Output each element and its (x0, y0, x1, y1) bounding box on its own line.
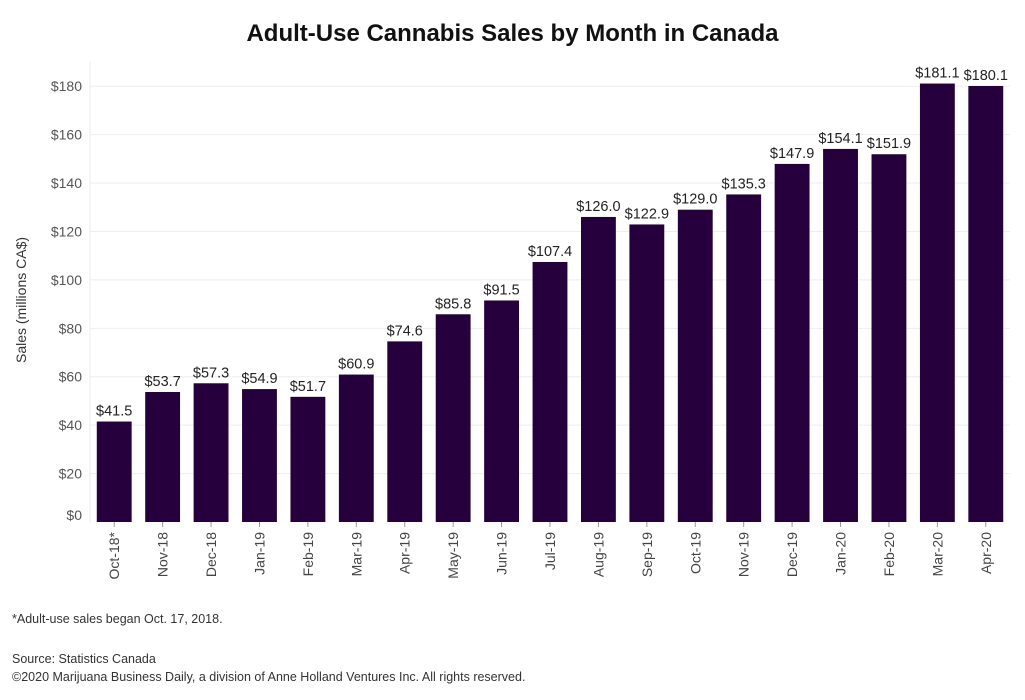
bar (435, 314, 471, 522)
bar (242, 389, 277, 522)
y-tick-label: $20 (59, 466, 83, 482)
x-tick-label: Feb-20 (881, 532, 897, 577)
bar (726, 194, 762, 522)
data-label: $54.9 (241, 371, 277, 387)
x-tick-label: Oct-19 (687, 532, 703, 574)
bar (290, 396, 326, 522)
x-tick-label: Mar-19 (348, 532, 364, 577)
data-label: $126.0 (576, 199, 620, 215)
bar (484, 300, 520, 522)
copyright-note: ©2020 Marijuana Business Daily, a divisi… (12, 670, 526, 684)
y-tick-label: $140 (51, 175, 82, 191)
data-label: $107.4 (528, 244, 572, 260)
bar (629, 224, 665, 522)
x-axis-ticks: Oct-18* Nov-18 Dec-18 Jan-19 Feb-19 Mar-19 Apr… (106, 522, 994, 579)
footnote: *Adult-use sales began Oct. 17, 2018. (12, 612, 223, 626)
data-label: $51.7 (290, 379, 326, 395)
x-tick-label: Jan-19 (251, 532, 267, 575)
x-tick-label: Aug-19 (590, 532, 606, 577)
y-tick-label: $180 (51, 78, 82, 94)
bar (919, 83, 955, 523)
x-tick-label: Jun-19 (494, 532, 510, 575)
y-tick-label: $100 (51, 272, 82, 288)
bar (774, 163, 810, 522)
x-tick-label: Nov-19 (736, 532, 752, 577)
bar (823, 148, 858, 523)
bar (968, 85, 1004, 523)
data-label: $147.9 (770, 146, 814, 162)
bar (338, 374, 374, 522)
chart-title: Adult-Use Cannabis Sales by Month in Can… (246, 20, 779, 47)
x-tick-label: Jan-20 (833, 532, 849, 575)
x-tick-label: Mar-20 (929, 532, 945, 577)
data-label: $57.3 (193, 365, 229, 381)
data-label: $122.9 (625, 206, 669, 222)
data-label: $91.5 (483, 282, 519, 298)
x-tick-label: Dec-18 (203, 532, 219, 577)
data-label: $129.0 (673, 192, 717, 208)
data-label: $181.1 (915, 66, 959, 82)
bar (677, 209, 713, 522)
data-label: $135.3 (722, 176, 766, 192)
y-tick-label: $80 (59, 320, 83, 336)
x-tick-label: Nov-18 (155, 532, 171, 577)
data-label: $85.8 (435, 296, 471, 312)
data-label: $74.6 (387, 323, 423, 339)
y-axis-label: Sales (millions CA$) (13, 237, 29, 363)
bar (387, 341, 423, 522)
bar (193, 383, 229, 522)
bar (145, 391, 181, 522)
x-tick-label: Sep-19 (639, 532, 655, 577)
source-note: Source: Statistics Canada (12, 652, 156, 666)
y-tick-label: $40 (59, 417, 83, 433)
x-tick-label: Apr-20 (978, 532, 994, 574)
x-tick-label: May-19 (445, 532, 461, 579)
bar (96, 421, 132, 522)
y-tick-label: $0 (66, 507, 82, 523)
y-tick-label: $60 (59, 369, 83, 385)
data-label: $154.1 (818, 131, 862, 147)
data-labels: $41.5 $53.7 $57.3 $54.9 $51.7 $60.9 $74.6 $85.8… (96, 66, 1008, 420)
data-label: $53.7 (144, 374, 180, 390)
data-label: $151.9 (867, 136, 911, 152)
bar (871, 154, 907, 522)
data-label: $41.5 (96, 404, 132, 420)
y-tick-label: $160 (51, 127, 82, 143)
data-label: $180.1 (964, 68, 1008, 84)
bar (580, 216, 616, 522)
x-tick-label: Jul-19 (542, 532, 558, 570)
x-tick-label: Dec-19 (784, 532, 800, 577)
data-label: $60.9 (338, 357, 374, 373)
y-axis-ticks: $0 $20 $40 $60 $80 $100 $120 $140 $160 $180 (51, 78, 82, 523)
x-tick-label: Apr-19 (397, 532, 413, 574)
x-tick-label: Feb-19 (300, 532, 316, 577)
y-tick-label: $120 (51, 223, 82, 239)
x-tick-label: Oct-18* (106, 531, 122, 579)
bars (96, 83, 1004, 523)
bar (532, 261, 568, 522)
bar-chart: $0 $20 $40 $60 $80 $100 $120 $140 $160 $180 Sales… (13, 62, 1010, 579)
